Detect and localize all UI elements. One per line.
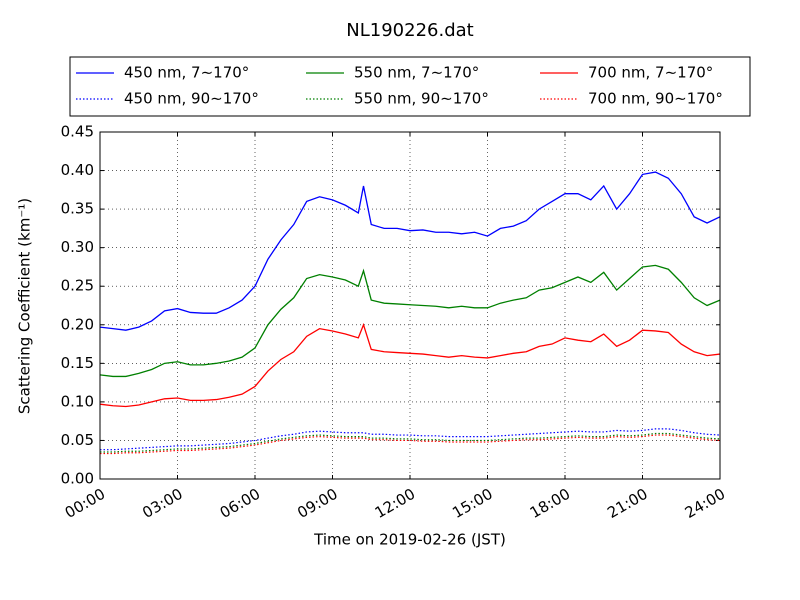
legend-label: 700 nm, 7∼170° <box>588 64 713 82</box>
y-tick-label: 0.40 <box>61 161 94 179</box>
plot-frame <box>99 131 721 480</box>
y-tick-label: 0.35 <box>61 200 94 218</box>
y-tick-label: 0.15 <box>61 354 94 372</box>
series-line <box>100 428 721 451</box>
series-line <box>99 264 721 378</box>
y-tick-label: 0.20 <box>61 315 94 333</box>
y-tick-label: 0.30 <box>61 238 94 256</box>
legend-label: 450 nm, 90∼170° <box>124 90 259 108</box>
x-tick-label: 18:00 <box>527 485 573 522</box>
legend-label: 550 nm, 7∼170° <box>354 64 479 82</box>
x-tick-label: 03:00 <box>139 485 185 522</box>
x-axis-label: Time on 2019-02-26 (JST) <box>313 531 506 549</box>
y-tick-label: 0.25 <box>61 277 94 295</box>
y-axis-label: Scattering Coefficient (km⁻¹) <box>16 198 34 414</box>
series-line <box>99 171 721 331</box>
series-line <box>100 434 721 455</box>
x-tick-label: 24:00 <box>682 485 728 522</box>
chart-title: NL190226.dat <box>346 20 473 41</box>
legend-label: 700 nm, 90∼170° <box>588 90 723 108</box>
y-tick-label: 0.10 <box>61 392 94 410</box>
y-tick-label: 0.45 <box>61 123 94 141</box>
legend-label: 450 nm, 7∼170° <box>124 64 249 82</box>
y-tick-label: 0.00 <box>61 470 94 488</box>
x-tick-label: 15:00 <box>449 485 495 522</box>
series-line <box>99 322 721 408</box>
x-tick-label: 06:00 <box>217 485 263 522</box>
x-tick-label: 12:00 <box>372 485 418 522</box>
x-tick-label: 09:00 <box>294 485 340 522</box>
legend-label: 550 nm, 90∼170° <box>354 90 489 108</box>
x-tick-label: 21:00 <box>604 485 650 522</box>
legend-box <box>69 56 751 117</box>
y-tick-label: 0.05 <box>61 431 94 449</box>
x-tick-label: 00:00 <box>62 485 108 522</box>
series-line <box>100 432 721 453</box>
